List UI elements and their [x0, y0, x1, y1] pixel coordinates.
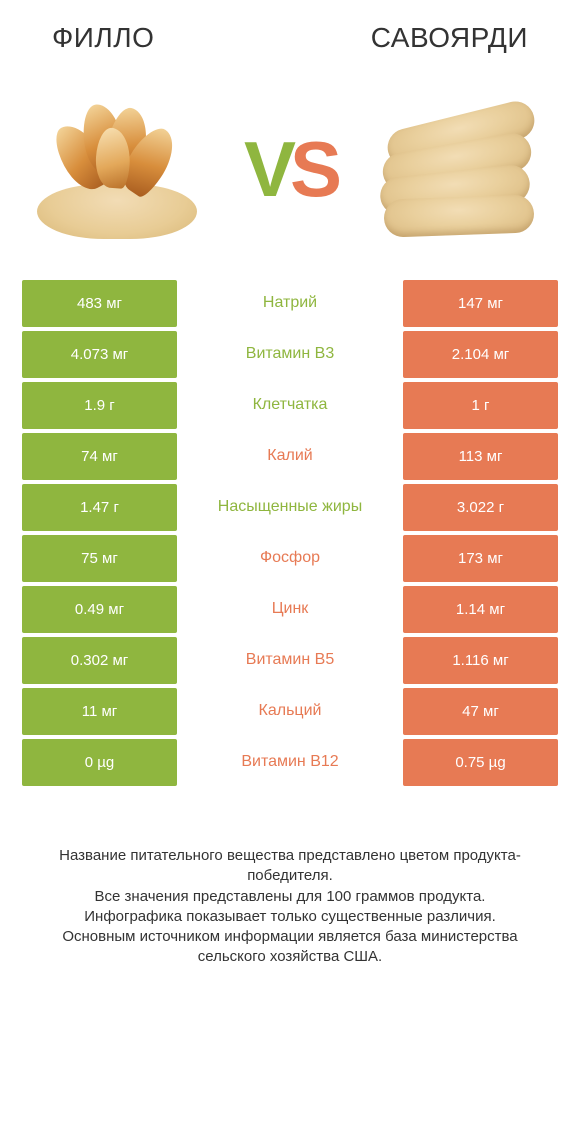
- nutrient-label: Цинк: [177, 586, 403, 633]
- left-value: 4.073 мг: [22, 331, 177, 378]
- table-row: 0.302 мгВитамин B51.116 мг: [22, 637, 558, 684]
- right-value: 173 мг: [403, 535, 558, 582]
- left-title: ФИЛЛО: [52, 22, 154, 54]
- table-row: 0 µgВитамин B120.75 µg: [22, 739, 558, 786]
- right-value: 147 мг: [403, 280, 558, 327]
- nutrient-label: Клетчатка: [177, 382, 403, 429]
- table-row: 1.9 гКлетчатка1 г: [22, 382, 558, 429]
- footer-line: Все значения представлены для 100 граммо…: [28, 887, 552, 907]
- left-value: 75 мг: [22, 535, 177, 582]
- right-value: 47 мг: [403, 688, 558, 735]
- left-value: 0 µg: [22, 739, 177, 786]
- vs-v: V: [244, 125, 290, 213]
- left-value: 11 мг: [22, 688, 177, 735]
- table-row: 1.47 гНасыщенные жиры3.022 г: [22, 484, 558, 531]
- vs-s: S: [290, 125, 336, 213]
- right-value: 1.116 мг: [403, 637, 558, 684]
- right-value: 3.022 г: [403, 484, 558, 531]
- left-value: 0.49 мг: [22, 586, 177, 633]
- nutrient-table: 483 мгНатрий147 мг4.073 мгВитамин B32.10…: [22, 280, 558, 786]
- right-value: 1.14 мг: [403, 586, 558, 633]
- nutrient-label: Витамин B3: [177, 331, 403, 378]
- table-row: 4.073 мгВитамин B32.104 мг: [22, 331, 558, 378]
- nutrient-label: Насыщенные жиры: [177, 484, 403, 531]
- right-food-image: [368, 89, 548, 249]
- table-row: 483 мгНатрий147 мг: [22, 280, 558, 327]
- nutrient-label: Калий: [177, 433, 403, 480]
- right-value: 0.75 µg: [403, 739, 558, 786]
- right-title: САВОЯРДИ: [371, 22, 528, 54]
- footer-line: Инфографика показывает только существенн…: [28, 907, 552, 927]
- footer-line: Название питательного вещества представл…: [28, 846, 552, 887]
- nutrient-label: Витамин B5: [177, 637, 403, 684]
- right-value: 1 г: [403, 382, 558, 429]
- right-value: 2.104 мг: [403, 331, 558, 378]
- left-value: 483 мг: [22, 280, 177, 327]
- left-value: 1.9 г: [22, 382, 177, 429]
- footer-note: Название питательного вещества представл…: [22, 846, 558, 968]
- table-row: 75 мгФосфор173 мг: [22, 535, 558, 582]
- table-row: 74 мгКалий113 мг: [22, 433, 558, 480]
- titles: ФИЛЛО САВОЯРДИ: [22, 22, 558, 54]
- right-value: 113 мг: [403, 433, 558, 480]
- vs-label: VS: [244, 130, 336, 208]
- nutrient-label: Фосфор: [177, 535, 403, 582]
- left-value: 1.47 г: [22, 484, 177, 531]
- nutrient-label: Витамин B12: [177, 739, 403, 786]
- hero: VS: [22, 64, 558, 274]
- footer-line: Основным источником информации является …: [28, 927, 552, 968]
- left-value: 0.302 мг: [22, 637, 177, 684]
- table-row: 0.49 мгЦинк1.14 мг: [22, 586, 558, 633]
- left-value: 74 мг: [22, 433, 177, 480]
- nutrient-label: Натрий: [177, 280, 403, 327]
- table-row: 11 мгКальций47 мг: [22, 688, 558, 735]
- left-food-image: [32, 89, 212, 249]
- nutrient-label: Кальций: [177, 688, 403, 735]
